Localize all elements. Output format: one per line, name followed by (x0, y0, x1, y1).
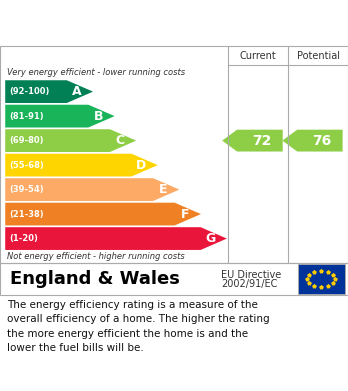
Text: The energy efficiency rating is a measure of the
overall efficiency of a home. T: The energy efficiency rating is a measur… (7, 300, 270, 353)
Polygon shape (5, 129, 136, 152)
Text: Energy Efficiency Rating: Energy Efficiency Rating (10, 23, 232, 39)
Text: (1-20): (1-20) (9, 234, 38, 243)
Polygon shape (5, 154, 158, 176)
Text: (69-80): (69-80) (9, 136, 44, 145)
Bar (298, 264, 345, 294)
Text: England & Wales: England & Wales (10, 270, 180, 288)
Polygon shape (5, 105, 114, 127)
Text: (81-91): (81-91) (9, 111, 44, 120)
Text: 2002/91/EC: 2002/91/EC (221, 279, 277, 289)
Text: 72: 72 (252, 134, 272, 148)
Text: E: E (159, 183, 167, 196)
Text: C: C (115, 134, 125, 147)
Text: Potential: Potential (296, 50, 340, 61)
Text: Current: Current (240, 50, 276, 61)
Text: A: A (72, 85, 81, 98)
Text: B: B (94, 109, 103, 123)
Text: (55-68): (55-68) (9, 161, 44, 170)
Text: EU Directive: EU Directive (221, 270, 281, 280)
Polygon shape (5, 203, 201, 226)
Text: F: F (180, 208, 189, 221)
Text: G: G (205, 232, 216, 245)
Text: (39-54): (39-54) (9, 185, 44, 194)
Text: D: D (136, 159, 147, 172)
Polygon shape (5, 227, 227, 250)
Text: Not energy efficient - higher running costs: Not energy efficient - higher running co… (7, 252, 185, 261)
Text: (92-100): (92-100) (9, 87, 50, 96)
Polygon shape (222, 130, 283, 152)
Polygon shape (5, 80, 93, 103)
Text: Very energy efficient - lower running costs: Very energy efficient - lower running co… (7, 68, 185, 77)
Polygon shape (282, 130, 343, 152)
Text: (21-38): (21-38) (9, 210, 44, 219)
Polygon shape (5, 178, 179, 201)
Text: 76: 76 (313, 134, 332, 148)
